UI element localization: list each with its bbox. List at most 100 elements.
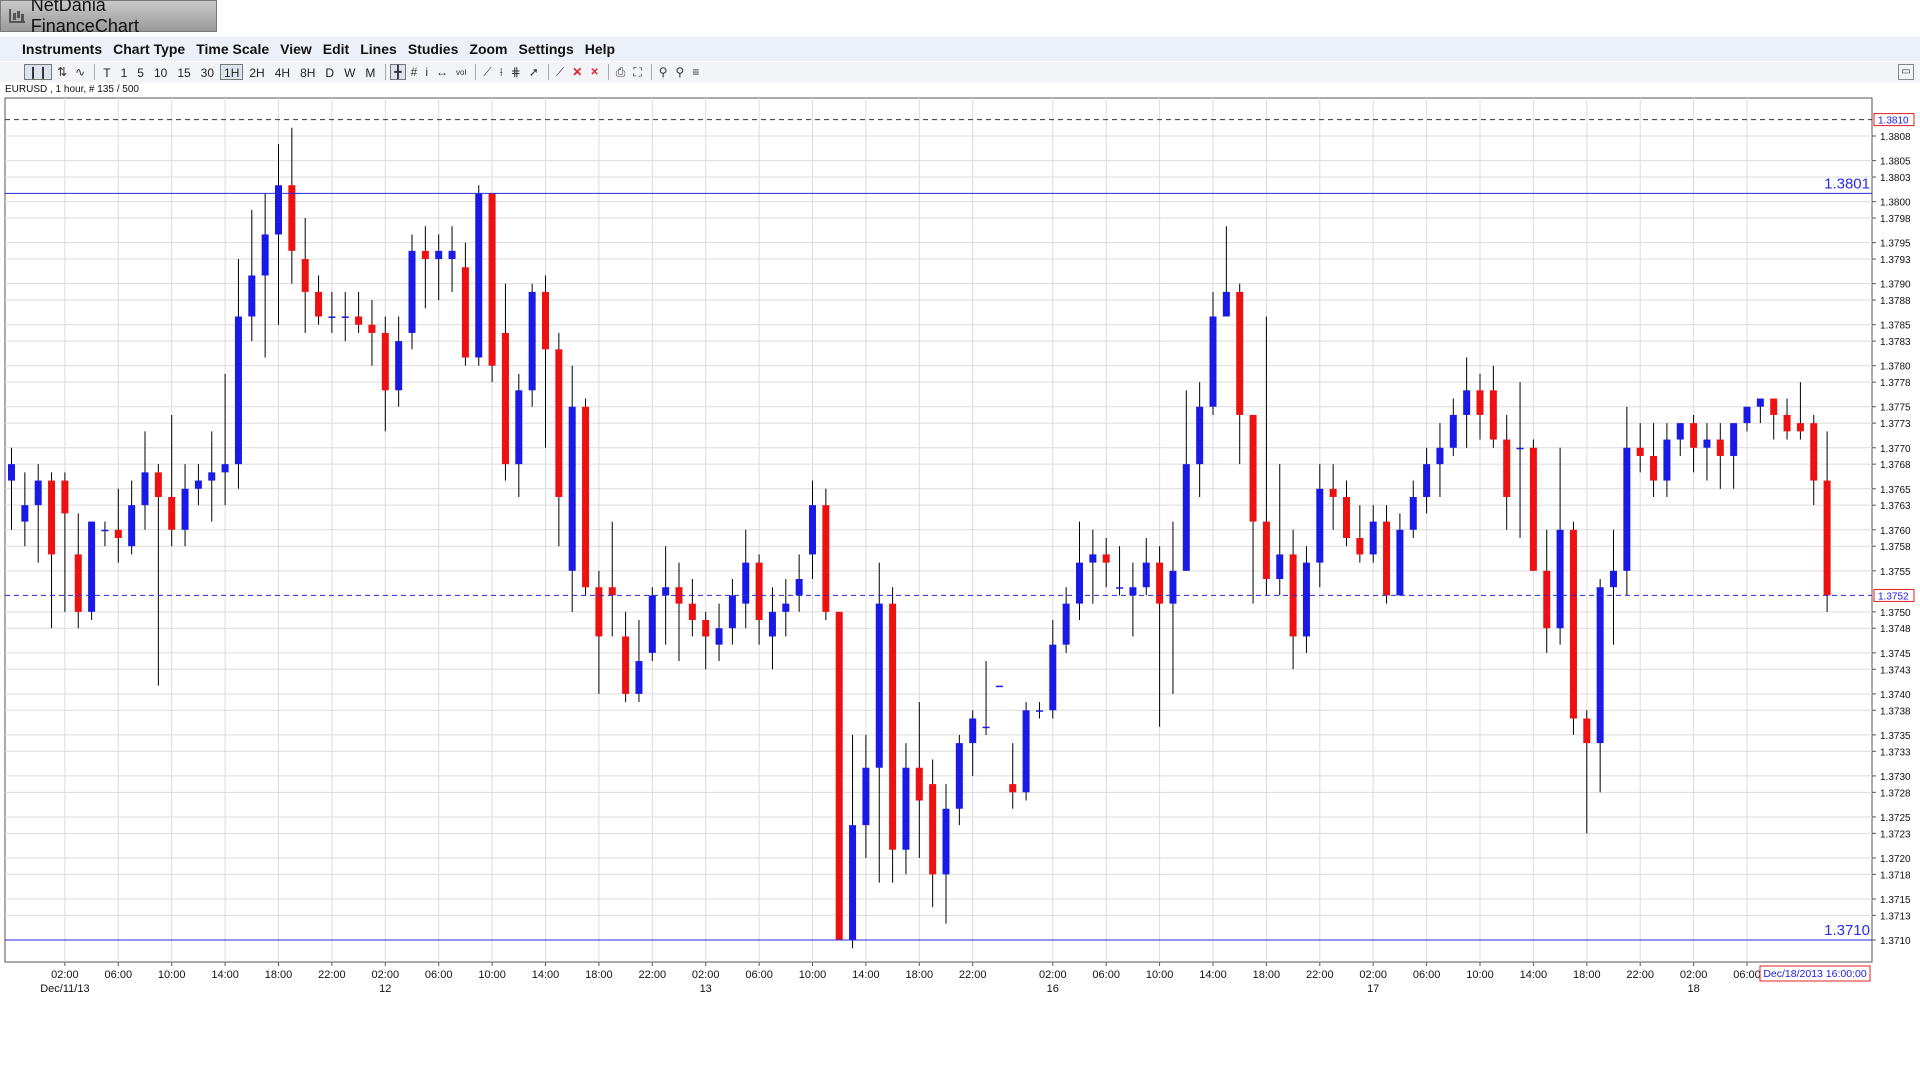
print-icon[interactable]: ⎙ (615, 64, 626, 79)
y-tick-label: 1.3723 (1880, 829, 1911, 840)
menu-studies[interactable]: Studies (407, 41, 459, 57)
candle-body-down (381, 332, 389, 391)
x-tick-label: 02:00 (1039, 969, 1067, 981)
candle (715, 603, 723, 662)
period-15m[interactable]: 15 (177, 66, 191, 80)
detach-icon[interactable]: ▭ (1898, 64, 1914, 80)
candle (1369, 505, 1377, 563)
horizontal-line-label: 1.3801 (1824, 175, 1870, 192)
candle-body-up (221, 464, 229, 473)
candle (1730, 423, 1738, 489)
candle (1583, 710, 1591, 834)
menu-bar: Instruments Chart Type Time Scale View E… (0, 37, 1920, 61)
candle-body-up (101, 529, 109, 532)
candle-body-up (782, 603, 790, 612)
candle-body-down (168, 496, 176, 530)
candle-body-up (34, 480, 42, 506)
zoom-in-icon[interactable]: ⚲ (658, 65, 668, 79)
candle-body-down (929, 784, 937, 875)
x-tick-label: 18:00 (1253, 969, 1281, 981)
period-4h[interactable]: 4H (274, 66, 291, 80)
toolbar-separator (607, 64, 609, 80)
trendline-icon[interactable]: ⟋ (483, 64, 492, 79)
menu-zoom[interactable]: Zoom (469, 41, 508, 57)
period-5m[interactable]: 5 (137, 66, 144, 80)
candle-body-up (902, 767, 910, 850)
candle-body-down (889, 603, 897, 850)
candle-body-down (915, 767, 923, 801)
candle-body-up (1436, 447, 1444, 465)
candle (74, 513, 82, 629)
candle (421, 226, 429, 309)
candle-body-up (1209, 316, 1217, 407)
menu-view[interactable]: View (280, 41, 312, 57)
candles-icon[interactable]: ❙❙ (24, 64, 53, 80)
candle-body-down (1236, 291, 1244, 415)
candle (141, 431, 149, 530)
period-30m[interactable]: 30 (200, 66, 215, 80)
x-tick-label: 22:00 (1626, 969, 1654, 981)
line-icon[interactable]: ∿ (75, 65, 86, 79)
preview-icon[interactable]: ⛶ (633, 64, 642, 79)
bars-icon[interactable]: ⇅ (57, 65, 68, 79)
delete-icon[interactable]: ✕ (572, 65, 583, 79)
candle (1089, 529, 1097, 604)
candle-body-up (809, 505, 816, 555)
menu-lines[interactable]: Lines (360, 41, 397, 57)
x-date-label: 13 (700, 983, 712, 995)
window-title: NetDania FinanceChart (30, 0, 139, 36)
menu-settings[interactable]: Settings (518, 41, 574, 57)
x-tick-label: 06:00 (425, 969, 453, 981)
candle-body-up (728, 595, 736, 629)
menu-time-scale[interactable]: Time Scale (196, 41, 270, 57)
candle (248, 209, 256, 342)
x-tick-label: 14:00 (852, 969, 880, 981)
channel-icon[interactable]: ⋕ (510, 65, 521, 79)
y-tick-label: 1.3758 (1880, 542, 1911, 553)
volume-icon[interactable]: vol (456, 67, 467, 77)
period-tick[interactable]: T (103, 66, 111, 80)
pan-icon[interactable]: ↔ (436, 65, 448, 79)
candle (1703, 423, 1711, 481)
x-tick-label: 14:00 (211, 969, 239, 981)
period-1h[interactable]: 1H (220, 64, 244, 80)
x-tick-label: 06:00 (1092, 969, 1120, 981)
grid-icon[interactable]: # (410, 65, 418, 79)
candle-body-down (1383, 521, 1391, 596)
period-month[interactable]: M (365, 66, 376, 80)
candle (742, 529, 750, 629)
current-time-box (1759, 965, 1871, 982)
candle-body-down (835, 611, 843, 940)
period-week[interactable]: W (344, 66, 356, 80)
crosshair-icon[interactable]: ╋ (390, 64, 406, 80)
info-icon[interactable]: i (425, 65, 428, 79)
candle-body-down (114, 529, 122, 538)
fibonacci-icon[interactable]: ⟊ (499, 64, 503, 79)
period-10m[interactable]: 10 (153, 66, 168, 80)
y-tick-label: 1.3760 (1880, 526, 1911, 537)
arrow-icon[interactable]: ➚ (528, 65, 539, 79)
fit-icon[interactable]: ≡ (692, 65, 700, 79)
menu-edit[interactable]: Edit (322, 41, 350, 57)
candle (475, 185, 483, 366)
y-tick-label: 1.3740 (1880, 690, 1911, 701)
candle-body-down (1489, 390, 1497, 440)
candle (1716, 423, 1724, 489)
menu-chart-type[interactable]: Chart Type (113, 41, 186, 57)
candle (1142, 538, 1150, 596)
candle (595, 570, 603, 694)
candle (782, 579, 790, 637)
zoom-out-icon[interactable]: ⚲ (675, 65, 685, 79)
period-day[interactable]: D (325, 66, 335, 80)
period-1m[interactable]: 1 (120, 66, 128, 80)
candle (208, 431, 216, 522)
draw-line-icon[interactable]: ⟋ (555, 64, 565, 79)
menu-help[interactable]: Help (584, 41, 616, 57)
menu-instruments[interactable]: Instruments (22, 41, 103, 57)
candle-body-up (1610, 570, 1617, 588)
delete-all-icon[interactable]: ✕ (590, 66, 599, 78)
period-2h[interactable]: 2H (249, 66, 265, 80)
candle-body-up (969, 718, 977, 744)
period-8h[interactable]: 8H (300, 66, 316, 80)
price-chart[interactable]: 1.3710 1.3713 1.3715 1.3718 1.3720 1.3723 1.37… (0, 96, 1920, 996)
